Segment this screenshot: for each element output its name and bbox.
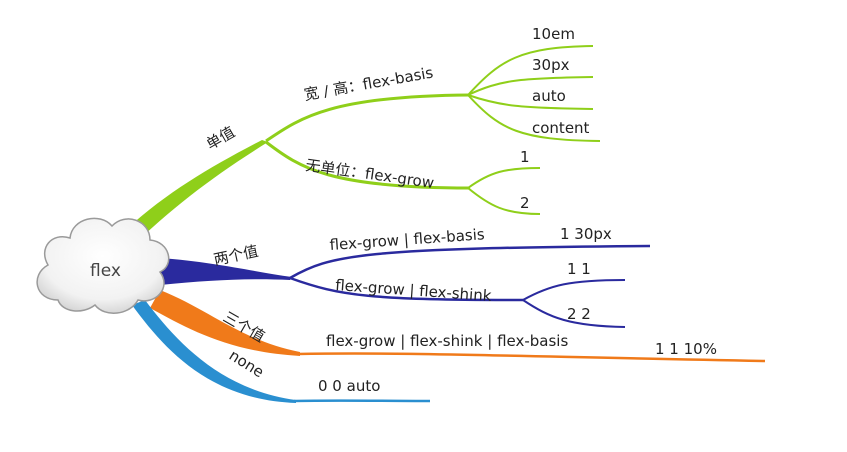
basis-value-30px: 30px [532, 56, 570, 74]
cloud-shape [36, 217, 170, 314]
single-grow-connector [265, 140, 471, 190]
basis-value-content: content [532, 119, 590, 137]
single-main-branch [115, 140, 268, 250]
grow-value-1: 1 [520, 148, 530, 166]
shrink-leaf-lines [522, 279, 626, 328]
triple-combo-label: flex-grow | flex-shink | flex-basis [326, 332, 568, 350]
single-basis-connector [265, 93, 471, 143]
shrink-value-2-2: 2 2 [567, 305, 591, 323]
flex-grow-label: 无单位：flex-grow [304, 156, 435, 192]
basis-value-auto: auto [532, 87, 566, 105]
double-basis-connector [289, 244, 651, 280]
branch-two-values: 两个值 flex-grow | flex-basis 1 30px flex-g… [160, 225, 651, 328]
double-main-branch [160, 258, 292, 285]
shrink-value-1-1: 1 1 [567, 260, 591, 278]
root-node: flex [36, 217, 170, 314]
double-shrink-connector [289, 276, 526, 302]
triple-main-branch [150, 290, 300, 356]
root-label: flex [90, 261, 121, 281]
grow-basis-value: 1 30px [560, 225, 612, 243]
branch-single-value: 单值 宽 / 高：flex-basis 无单位：flex-grow 10em 3… [115, 25, 601, 250]
triple-value-connector [297, 352, 766, 363]
basis-leaf-lines [467, 45, 601, 142]
two-values-label: 两个值 [212, 242, 260, 269]
basis-value-10em: 10em [532, 25, 575, 43]
grow-value-2: 2 [520, 194, 530, 212]
triple-combo-value: 1 1 10% [655, 340, 717, 358]
single-value-label: 单值 [203, 123, 238, 154]
branch-three-values: 三个值 flex-grow | flex-shink | flex-basis … [150, 290, 766, 363]
grow-leaf-lines [467, 167, 541, 215]
none-value: 0 0 auto [318, 377, 380, 395]
grow-shrink-label: flex-grow | flex-shink [335, 276, 493, 305]
none-main-branch [132, 300, 296, 403]
